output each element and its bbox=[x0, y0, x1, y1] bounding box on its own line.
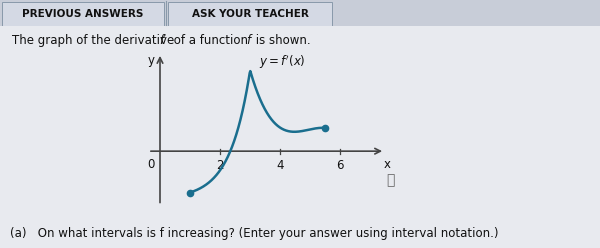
Text: 6: 6 bbox=[336, 159, 344, 172]
Text: 4: 4 bbox=[276, 159, 284, 172]
Text: ASK YOUR TEACHER: ASK YOUR TEACHER bbox=[191, 9, 308, 19]
Text: is shown.: is shown. bbox=[252, 34, 311, 47]
Text: 0: 0 bbox=[147, 158, 155, 171]
Text: y: y bbox=[148, 54, 155, 67]
Text: x: x bbox=[383, 158, 391, 171]
FancyBboxPatch shape bbox=[2, 2, 164, 26]
Text: The graph of the derivative: The graph of the derivative bbox=[12, 34, 178, 47]
Text: 2: 2 bbox=[216, 159, 224, 172]
Text: ⓘ: ⓘ bbox=[386, 173, 394, 187]
Text: (a)   On what intervals is f increasing? (Enter your answer using interval notat: (a) On what intervals is f increasing? (… bbox=[10, 227, 499, 240]
Text: f: f bbox=[246, 34, 250, 47]
Text: $y = f'(x)$: $y = f'(x)$ bbox=[259, 53, 305, 71]
Text: PREVIOUS ANSWERS: PREVIOUS ANSWERS bbox=[22, 9, 143, 19]
FancyBboxPatch shape bbox=[168, 2, 332, 26]
Text: f′: f′ bbox=[159, 34, 166, 47]
FancyBboxPatch shape bbox=[0, 0, 600, 26]
Text: of a function: of a function bbox=[170, 34, 252, 47]
FancyBboxPatch shape bbox=[0, 26, 600, 248]
